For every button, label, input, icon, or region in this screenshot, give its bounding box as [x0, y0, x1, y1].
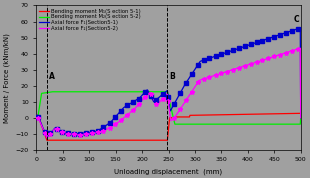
- Axial force F₁(Section5-1): [211, 56, 215, 58]
- Bending moment M₂(S ection 5-2): [234, 123, 238, 125]
- Axial force F₂(Section5-2): [82, 133, 85, 135]
- Bending moment M₂(S ection 5-2): [82, 91, 85, 93]
- Bending moment M₂(S ection 5-2): [173, 123, 177, 125]
- Axial force F₂(Section5-2): [191, 89, 194, 91]
- Axial force F₂(Section5-2): [299, 117, 303, 119]
- Bending moment M₁(S ection 5-1): [45, 139, 49, 141]
- Axial force F₁(Section5-1): [234, 48, 238, 51]
- Axial force F₂(Section5-2): [34, 116, 38, 118]
- Y-axis label: Moment / Force (kNm/kN): Moment / Force (kNm/kN): [3, 33, 10, 123]
- Bending moment M₁(S ection 5-1): [34, 114, 38, 116]
- Axial force F₂(Section5-2): [45, 137, 49, 139]
- Line: Bending moment M₂(S ection 5-2): Bending moment M₂(S ection 5-2): [36, 92, 301, 124]
- Axial force F₂(Section5-2): [299, 47, 302, 49]
- Bending moment M₂(S ection 5-2): [34, 116, 38, 118]
- Bending moment M₂(S ection 5-2): [103, 91, 107, 93]
- Line: Bending moment M₁(S ection 5-1): Bending moment M₁(S ection 5-1): [36, 113, 301, 140]
- Axial force F₂(Section5-2): [234, 68, 238, 70]
- Bending moment M₁(S ection 5-1): [211, 114, 215, 116]
- Axial force F₁(Section5-1): [299, 117, 303, 119]
- Line: Axial force F₂(Section5-2): Axial force F₂(Section5-2): [36, 48, 301, 138]
- X-axis label: Unloading displacement  (mm): Unloading displacement (mm): [114, 168, 223, 174]
- Line: Axial force F₁(Section5-1): Axial force F₁(Section5-1): [36, 28, 301, 138]
- Bending moment M₂(S ection 5-2): [50, 91, 54, 93]
- Bending moment M₂(S ection 5-2): [212, 123, 216, 125]
- Axial force F₁(Section5-1): [154, 98, 158, 101]
- Legend: Bending moment M₁(S ection 5-1), Bending moment M₂(S ection 5-2), Axial force F₁: Bending moment M₁(S ection 5-1), Bending…: [39, 8, 141, 32]
- Axial force F₂(Section5-2): [154, 103, 158, 105]
- Bending moment M₂(S ection 5-2): [191, 123, 195, 125]
- Bending moment M₂(S ection 5-2): [299, 117, 303, 119]
- Text: A: A: [49, 72, 55, 81]
- Axial force F₂(Section5-2): [211, 75, 215, 77]
- Axial force F₁(Section5-1): [103, 125, 107, 127]
- Text: C: C: [294, 15, 299, 23]
- Bending moment M₁(S ection 5-1): [234, 113, 238, 116]
- Axial force F₁(Section5-1): [45, 137, 49, 139]
- Bending moment M₁(S ection 5-1): [82, 139, 85, 141]
- Text: B: B: [170, 72, 175, 81]
- Axial force F₁(Section5-1): [34, 114, 38, 116]
- Axial force F₂(Section5-2): [103, 129, 107, 132]
- Bending moment M₁(S ection 5-1): [103, 139, 107, 141]
- Axial force F₁(Section5-1): [191, 72, 194, 74]
- Bending moment M₂(S ection 5-2): [154, 91, 158, 93]
- Bending moment M₁(S ection 5-1): [191, 114, 194, 116]
- Axial force F₁(Section5-1): [82, 132, 85, 134]
- Bending moment M₁(S ection 5-1): [154, 139, 158, 141]
- Bending moment M₁(S ection 5-1): [299, 112, 303, 114]
- Axial force F₁(Section5-1): [299, 27, 302, 29]
